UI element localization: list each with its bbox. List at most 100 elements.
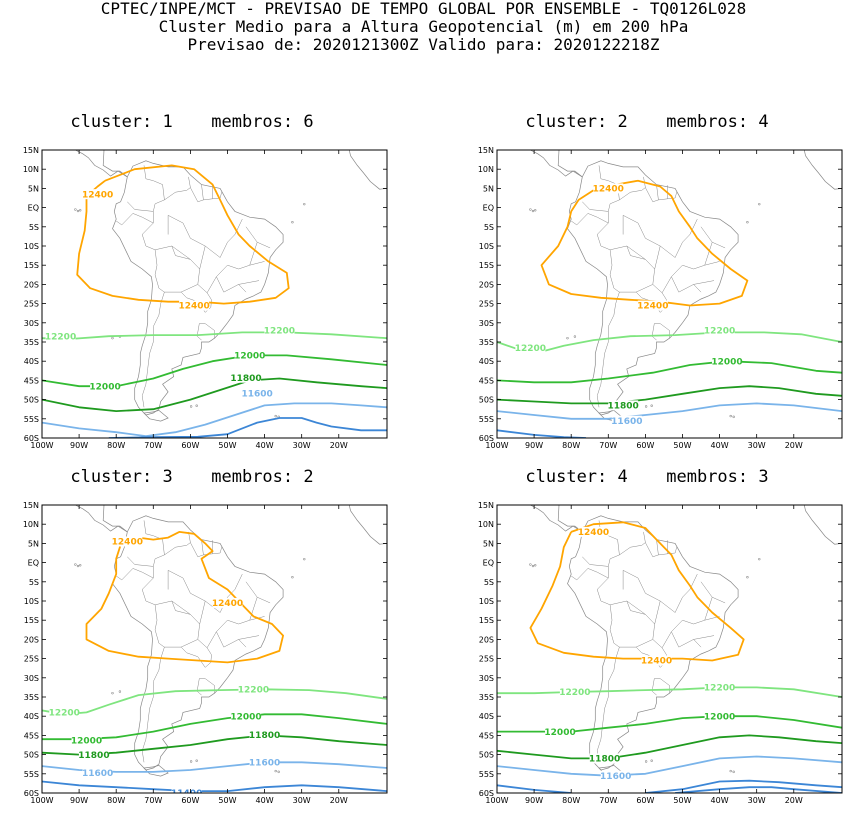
- contour-label-12000: 12000: [704, 712, 735, 722]
- map-frame: [41, 149, 388, 439]
- lon-tick-label: 30W: [748, 441, 766, 450]
- coastline-africa: [348, 505, 387, 545]
- map-content: 12400 12400 12200 12200 12000 11800 11600: [497, 150, 842, 438]
- contour-label-12400: 12400: [178, 302, 209, 312]
- lat-tick-label: 5N: [28, 539, 39, 548]
- lat-tick-label: 30S: [479, 674, 494, 683]
- island: [291, 220, 294, 224]
- contour-label-11800: 11800: [607, 402, 638, 412]
- lon-tick-label: 60W: [636, 796, 654, 805]
- country-border: [656, 184, 659, 200]
- lat-tick-label: 5S: [29, 578, 39, 587]
- lat-tick-label: 5N: [483, 539, 494, 548]
- lon-tick-label: 20W: [330, 796, 348, 805]
- country-border: [626, 600, 646, 615]
- lat-tick-label: 40S: [479, 712, 494, 721]
- contour-label-12200: 12200: [704, 327, 735, 337]
- island: [758, 202, 761, 206]
- island: [746, 220, 749, 224]
- island: [189, 760, 193, 763]
- lat-tick-label: 15N: [478, 146, 494, 155]
- coastline-africa: [348, 150, 387, 190]
- contour-label-12200: 12200: [264, 327, 295, 337]
- lat-tick-label: EQ: [483, 204, 494, 213]
- country-border: [661, 276, 672, 293]
- island: [118, 690, 122, 693]
- lat-tick-label: 35S: [24, 693, 39, 702]
- lat-tick-label: 5N: [483, 184, 494, 193]
- country-border: [201, 184, 204, 200]
- contour-label-12200: 12200: [238, 686, 269, 696]
- island: [650, 759, 653, 762]
- country-border: [257, 241, 271, 249]
- map-frame: [496, 149, 843, 439]
- country-border: [257, 596, 271, 604]
- island: [534, 564, 537, 567]
- lon-tick-label: 90W: [70, 441, 88, 450]
- coastline-central-america-caribbean: [557, 505, 583, 533]
- lon-tick-label: 50W: [673, 796, 691, 805]
- island: [79, 564, 82, 567]
- island: [195, 759, 198, 762]
- country-border: [196, 678, 215, 696]
- country-border: [661, 631, 672, 648]
- contour-12200: [42, 331, 387, 340]
- country-border: [693, 280, 715, 285]
- country-border: [127, 556, 156, 606]
- island: [274, 414, 277, 418]
- lat-tick-label: 35S: [24, 338, 39, 347]
- country-border: [656, 539, 659, 555]
- island: [644, 405, 648, 408]
- country-border: [571, 213, 609, 226]
- lat-tick-label: 10S: [479, 242, 494, 251]
- country-border: [199, 245, 206, 270]
- country-border: [143, 520, 165, 567]
- coastline-central-america: [74, 505, 128, 533]
- lon-tick-label: 100W: [30, 796, 53, 805]
- country-border: [164, 176, 191, 201]
- lat-tick-label: 15S: [479, 261, 494, 270]
- country-border: [164, 531, 191, 556]
- country-border: [622, 569, 646, 594]
- island: [74, 563, 77, 566]
- lon-tick-label: 20W: [330, 441, 348, 450]
- lon-tick-label: 90W: [525, 441, 543, 450]
- island: [76, 209, 80, 213]
- island: [729, 414, 732, 418]
- island: [644, 760, 648, 763]
- map-frame: [496, 504, 843, 794]
- lat-tick-label: 45S: [479, 376, 494, 385]
- map-panel-3: cluster: 3 membros: 2 12400 12400 12200 122…: [2, 467, 422, 817]
- island: [531, 564, 535, 568]
- lon-tick-label: 70W: [144, 796, 162, 805]
- panel-title: cluster: 1 membros: 6: [2, 112, 382, 132]
- contour-11800: [497, 385, 842, 405]
- country-border: [141, 292, 165, 408]
- contour-label-11600: 11600: [611, 417, 642, 427]
- contour-11400: [497, 429, 587, 438]
- contour-label-11600: 11600: [82, 769, 113, 779]
- map-frame: [41, 504, 388, 794]
- contour-label-11600: 11600: [600, 772, 631, 782]
- lat-tick-label: 10N: [478, 165, 494, 174]
- coastline-central-america-caribbean: [557, 150, 583, 178]
- country-border: [712, 596, 726, 604]
- contour-label-12000: 12000: [71, 737, 102, 747]
- island: [195, 404, 198, 407]
- country-border: [116, 213, 154, 226]
- contour-11400: [675, 786, 842, 793]
- island: [74, 208, 77, 211]
- lon-tick-label: 30W: [748, 796, 766, 805]
- island: [732, 770, 735, 774]
- coastline-central-america-caribbean: [102, 150, 128, 178]
- country-border: [645, 187, 678, 203]
- panel-cluster-label: cluster: 2: [525, 112, 628, 132]
- lat-tick-label: 55S: [24, 415, 39, 424]
- lon-tick-label: 70W: [144, 441, 162, 450]
- panel-title: cluster: 2 membros: 4: [457, 112, 837, 132]
- lat-tick-label: 15N: [23, 146, 39, 155]
- island: [291, 575, 294, 579]
- lon-tick-label: 20W: [785, 796, 803, 805]
- map-content: 12400 12400 12200 12200 12000 12000 11800 11600: [497, 505, 842, 793]
- coastline-south-america: [112, 160, 284, 416]
